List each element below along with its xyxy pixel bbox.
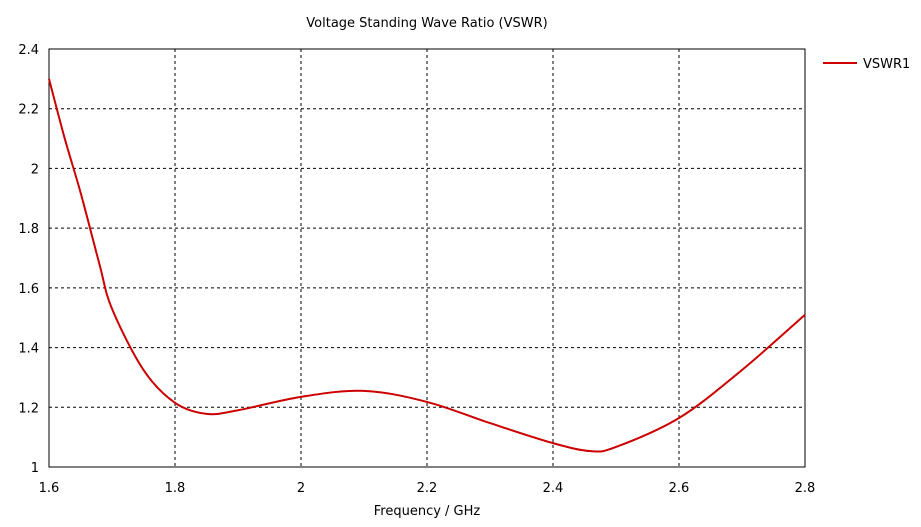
- plot-frame: [48, 48, 806, 468]
- y-tick-label: 1.6: [18, 282, 39, 297]
- chart-title: Voltage Standing Wave Ratio (VSWR): [306, 16, 547, 31]
- x-tick-label: 1.6: [39, 481, 60, 496]
- x-tick-label: 2.2: [417, 481, 438, 496]
- legend: VSWR1: [823, 57, 910, 72]
- y-tick-label: 2: [31, 162, 39, 177]
- legend-label-vswr1: VSWR1: [863, 57, 910, 72]
- x-axis-ticks: 1.6 1.8 2 2.2 2.4 2.6 2.8: [39, 481, 816, 496]
- series-line-vswr1: [48, 78, 806, 453]
- x-tick-label: 2: [297, 481, 305, 496]
- x-tick-label: 2.8: [795, 481, 816, 496]
- y-tick-label: 1.4: [18, 342, 39, 357]
- x-tick-label: 1.8: [165, 481, 186, 496]
- grid: [49, 49, 805, 467]
- x-tick-label: 2.6: [669, 481, 690, 496]
- y-tick-label: 1.2: [18, 401, 39, 416]
- series-group: [48, 78, 806, 453]
- y-tick-label: 2.4: [18, 43, 39, 58]
- y-tick-label: 1.8: [18, 222, 39, 237]
- y-tick-label: 2.2: [18, 103, 39, 118]
- y-axis-ticks: 1 1.2 1.4 1.6 1.8 2 2.2 2.4: [18, 43, 39, 476]
- y-tick-label: 1: [31, 461, 39, 476]
- x-axis-label: Frequency / GHz: [374, 504, 481, 519]
- x-tick-label: 2.4: [543, 481, 564, 496]
